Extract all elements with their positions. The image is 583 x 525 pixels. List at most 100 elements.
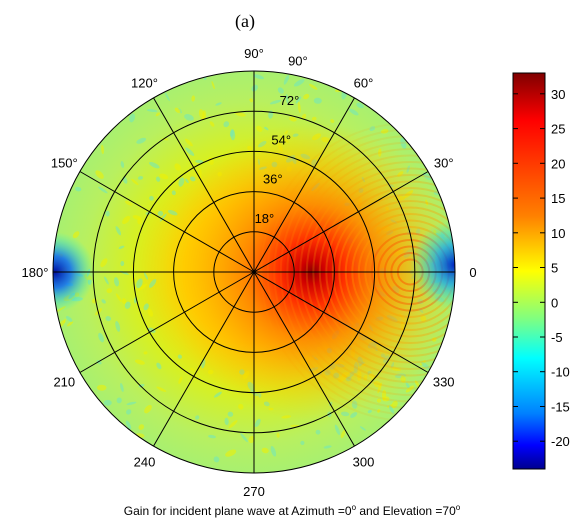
speckle-dot bbox=[136, 137, 147, 144]
speckle-dot bbox=[105, 210, 110, 217]
speckle-dot bbox=[66, 321, 74, 327]
speckle-dot bbox=[59, 320, 65, 327]
speckle-dot bbox=[369, 126, 376, 131]
speckle-dot bbox=[138, 424, 145, 430]
speckle-dot bbox=[224, 417, 229, 426]
speckle-dot bbox=[126, 409, 132, 415]
speckle-dot bbox=[293, 79, 305, 87]
speckle-dot bbox=[301, 113, 307, 120]
speckle-dot bbox=[157, 210, 164, 217]
speckle-dot bbox=[137, 218, 143, 225]
speckle-dot bbox=[120, 383, 124, 392]
speckle-dot bbox=[129, 113, 136, 123]
colorbar: 30 25 20 15 10 5 0 -5 -10 -15 -20 bbox=[512, 72, 570, 470]
angle-label: 210 bbox=[53, 375, 75, 390]
speckle-dot bbox=[137, 176, 144, 180]
speckle-dot bbox=[311, 116, 317, 121]
speckle-dot bbox=[124, 200, 133, 206]
speckle-dot bbox=[295, 96, 302, 104]
grid-spoke bbox=[253, 271, 355, 447]
speckle-dot bbox=[122, 215, 131, 225]
speckle-dot bbox=[124, 301, 131, 309]
speckle-dot bbox=[388, 405, 395, 415]
speckle-dot bbox=[208, 434, 216, 439]
speckle-dot bbox=[211, 81, 215, 90]
speckle-dot bbox=[303, 93, 310, 100]
colorbar-tick-label: -5 bbox=[551, 330, 563, 345]
colorbar-tick-label: 25 bbox=[551, 122, 565, 137]
speckle-dot bbox=[174, 107, 181, 113]
speckle-dot bbox=[148, 161, 160, 169]
speckle-dot bbox=[131, 178, 139, 186]
speckle-dot bbox=[171, 190, 176, 196]
speckle-dot bbox=[155, 112, 161, 117]
speckle-dot bbox=[178, 177, 185, 187]
speckle-dot bbox=[95, 170, 104, 179]
speckle-dot bbox=[104, 276, 109, 285]
speckle-dot bbox=[96, 384, 107, 391]
speckle-dot bbox=[290, 424, 300, 427]
radial-label: 36° bbox=[263, 172, 283, 187]
grid-spoke bbox=[253, 97, 355, 273]
angle-label: 330 bbox=[433, 375, 455, 390]
speckle-dot bbox=[289, 116, 297, 122]
speckle-dot bbox=[270, 445, 277, 457]
speckle-dot bbox=[253, 74, 265, 80]
grid-spoke bbox=[79, 271, 255, 373]
angle-label: 0 bbox=[469, 265, 476, 280]
speckle-dot bbox=[330, 119, 335, 123]
speckle-dot bbox=[115, 320, 121, 332]
speckle-dot bbox=[159, 213, 167, 222]
speckle-dot bbox=[63, 318, 66, 324]
grid-spoke bbox=[79, 171, 255, 273]
colorbar-tick-label: 30 bbox=[551, 87, 565, 102]
speckle-dot bbox=[297, 101, 301, 113]
radial-label: 72° bbox=[280, 93, 300, 108]
speckle-dot bbox=[103, 399, 112, 406]
speckle-dot bbox=[308, 83, 318, 90]
grid-spoke bbox=[253, 271, 429, 373]
angle-label: 150° bbox=[51, 156, 78, 171]
grid-spoke bbox=[153, 97, 255, 273]
speckle-dot bbox=[230, 129, 236, 141]
radial-label: 54° bbox=[271, 132, 291, 147]
speckle-dot bbox=[400, 137, 407, 150]
speckle-dot bbox=[185, 178, 189, 184]
speckle-dot bbox=[143, 303, 149, 311]
speckle-dot bbox=[143, 351, 148, 355]
radial-label: 90° bbox=[288, 54, 308, 69]
speckle-dot bbox=[147, 308, 154, 317]
colorbar-ticks: 30 25 20 15 10 5 0 -5 -10 -15 -20 bbox=[513, 87, 570, 449]
speckle-dot bbox=[391, 400, 398, 409]
speckle-dot bbox=[189, 367, 195, 371]
speckle-dot bbox=[98, 332, 105, 343]
speckle-dot bbox=[174, 163, 181, 171]
speckle-dot bbox=[156, 386, 167, 392]
angle-labels: 0 30° 60° 90° 120° 150° 180° 210 240 270 300 330 bbox=[22, 46, 477, 499]
grid-spoke bbox=[253, 171, 429, 273]
colorbar-tick-label: 15 bbox=[551, 191, 565, 206]
colorbar-tick-label: 0 bbox=[551, 295, 558, 310]
speckle-dot bbox=[261, 447, 269, 454]
speckle-dot bbox=[228, 420, 238, 429]
speckle-dot bbox=[116, 397, 122, 404]
angle-label: 90° bbox=[244, 46, 264, 61]
speckle-dot bbox=[105, 316, 112, 322]
speckle-dot bbox=[115, 226, 122, 236]
speckle-dot bbox=[377, 408, 381, 413]
speckle-dot bbox=[248, 435, 255, 444]
angle-label: 270 bbox=[243, 484, 265, 499]
speckle-dot bbox=[276, 432, 280, 438]
speckle-dot bbox=[269, 99, 282, 105]
speckle-dot bbox=[256, 125, 263, 132]
speckle-dot bbox=[125, 420, 132, 430]
colorbar-tick-label: 5 bbox=[551, 261, 558, 276]
speckle-dot bbox=[209, 121, 215, 127]
angle-label: 60° bbox=[354, 75, 374, 90]
polar-grid bbox=[52, 70, 456, 474]
speckle-dot bbox=[115, 293, 122, 302]
speckle-dot bbox=[118, 245, 125, 249]
speckle-dot bbox=[178, 376, 183, 384]
speckle-dot bbox=[215, 102, 222, 106]
